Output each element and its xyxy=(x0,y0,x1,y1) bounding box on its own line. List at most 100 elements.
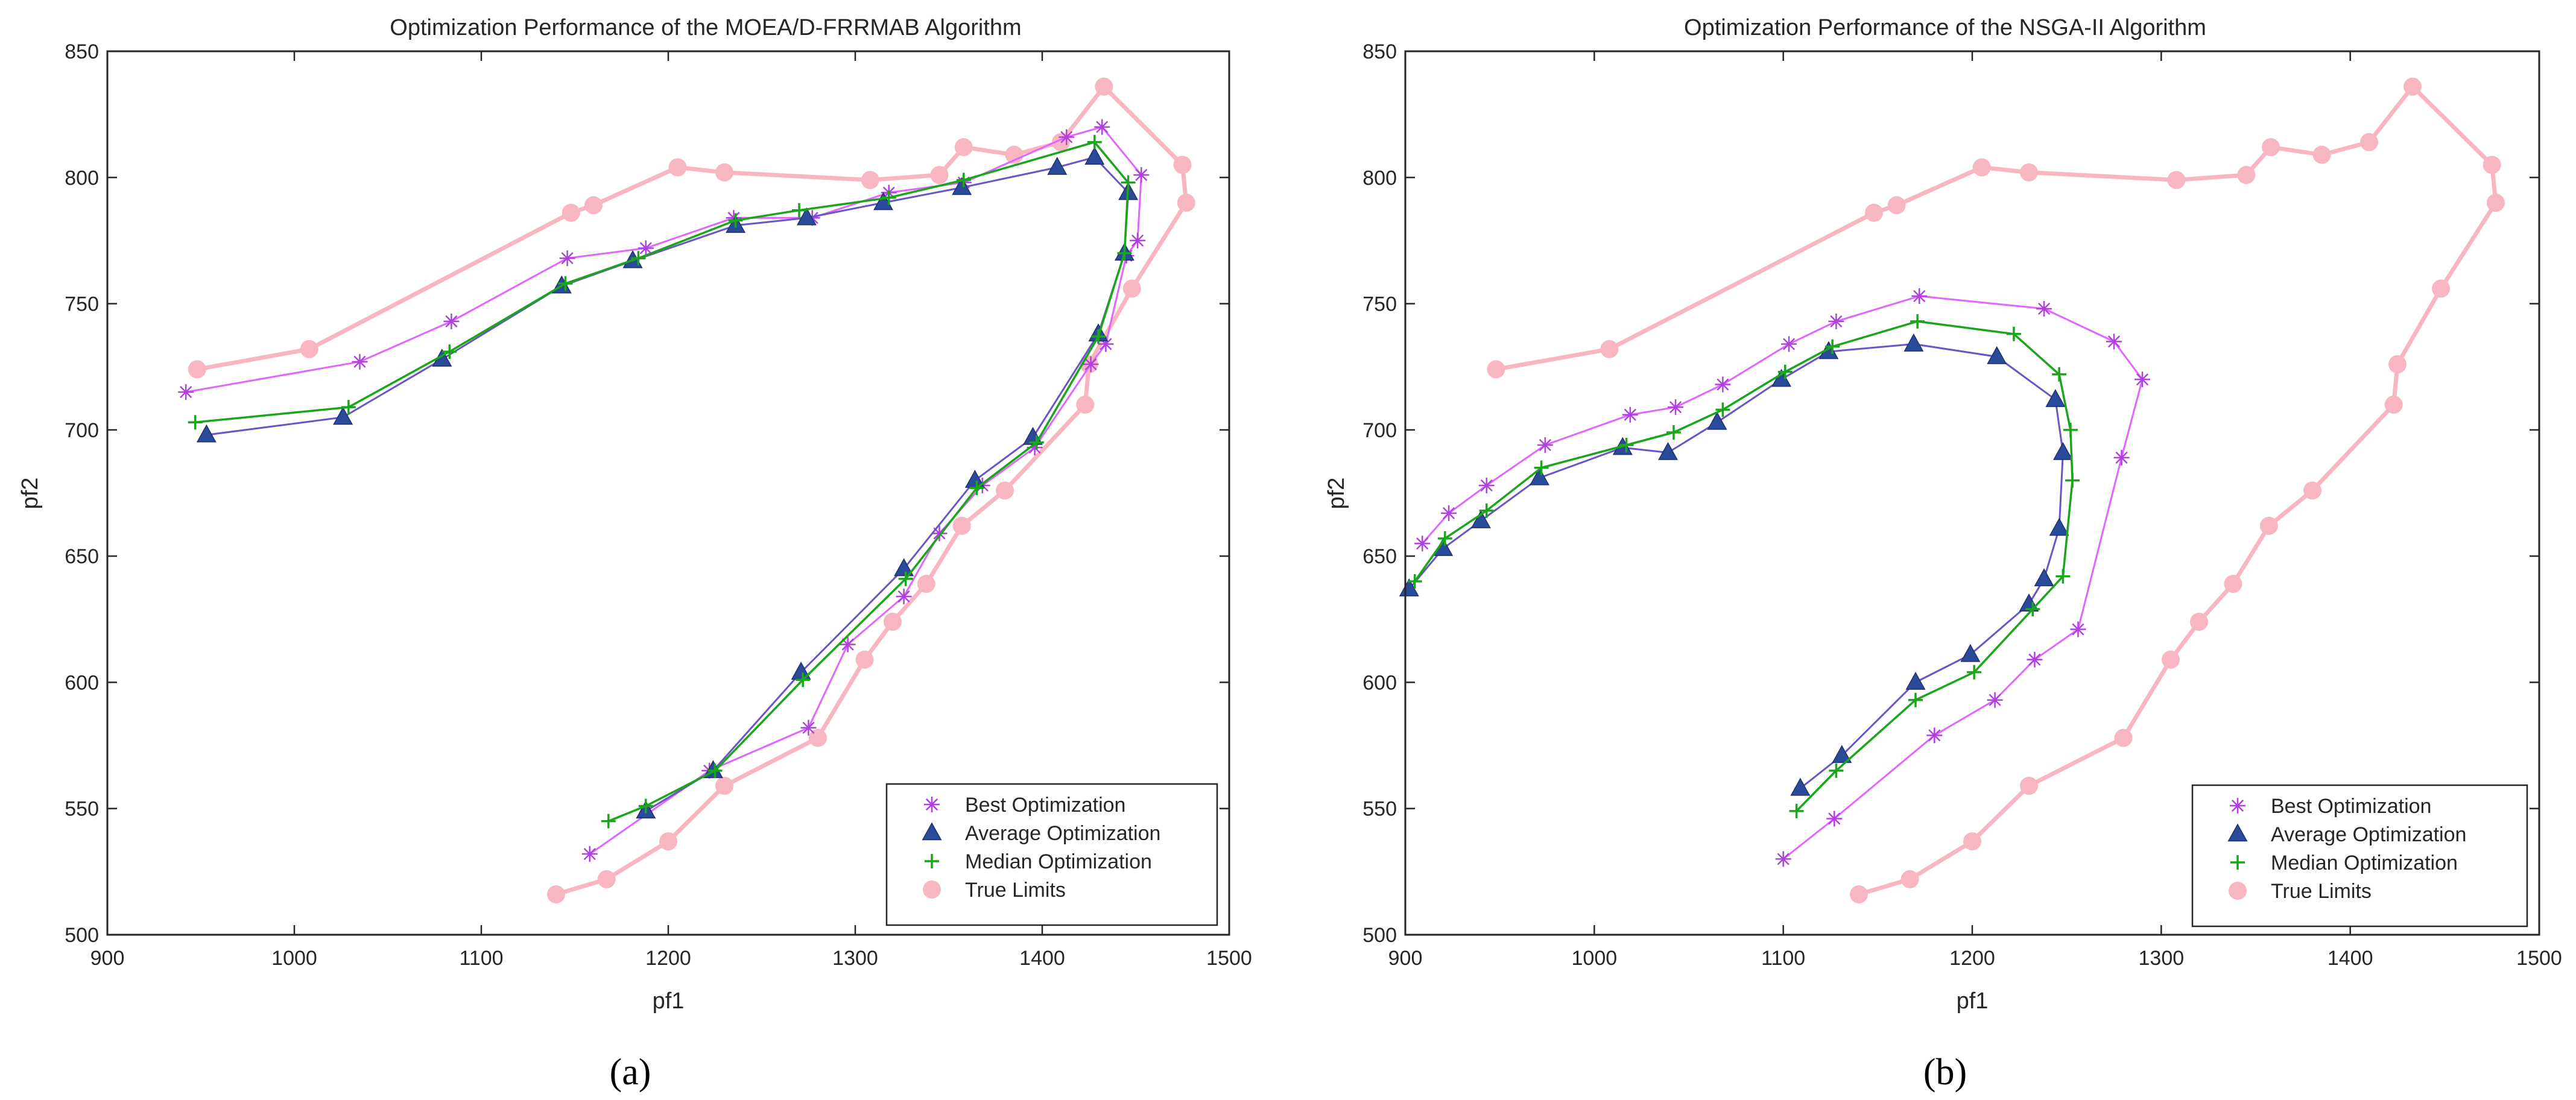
data-point-best xyxy=(1098,336,1114,352)
data-point-average xyxy=(1790,777,1811,796)
y-tick-label: 500 xyxy=(1362,924,1397,947)
data-point-best xyxy=(178,384,194,400)
data-point-median xyxy=(2052,367,2067,382)
data-point-median xyxy=(1967,665,1982,680)
data-point-best xyxy=(726,210,742,226)
data-point-best xyxy=(1441,505,1457,521)
legend-marker-average xyxy=(922,822,942,841)
x-axis-label: pf1 xyxy=(653,988,685,1014)
x-tick-label: 1400 xyxy=(2328,947,2373,970)
chart-panel-b: Optimization Performance of the NSGA-II … xyxy=(1324,15,2562,1093)
y-tick-label: 800 xyxy=(1362,166,1397,189)
data-point-best xyxy=(1622,406,1638,423)
legend-label-average: Average Optimization xyxy=(965,822,1160,845)
data-point-median xyxy=(2055,569,2071,584)
y-axis-label: pf2 xyxy=(1324,478,1349,510)
data-point-best xyxy=(1775,851,1791,867)
legend-symbol-average xyxy=(2227,823,2248,842)
data-point-average xyxy=(2045,389,2066,407)
data-point-average xyxy=(1707,411,1727,430)
data-point-true xyxy=(952,516,971,535)
data-point-true xyxy=(668,158,687,177)
data-point-median xyxy=(1117,245,1132,261)
data-point-true xyxy=(1600,340,1619,358)
x-tick-label: 1300 xyxy=(832,947,878,970)
legend-marker-median xyxy=(2230,855,2245,870)
data-point-median xyxy=(792,203,806,218)
chart-panel-a: Optimization Performance of the MOEA/D-F… xyxy=(17,15,1252,1093)
data-point-average xyxy=(1529,467,1549,485)
data-point-true xyxy=(1005,145,1024,164)
data-point-true xyxy=(930,166,949,185)
data-point-median xyxy=(442,344,457,359)
x-tick-label: 1200 xyxy=(645,947,691,970)
data-point-best xyxy=(2135,371,2150,388)
data-point-true xyxy=(2224,575,2242,593)
legend-box xyxy=(2191,784,2528,928)
series-line-average xyxy=(1408,343,2064,789)
legend-marker-median xyxy=(925,854,939,868)
data-point-best xyxy=(1781,336,1797,352)
legend-marker-true xyxy=(2229,882,2247,900)
data-point-median xyxy=(631,251,646,266)
y-tick-label: 500 xyxy=(65,924,99,947)
y-tick-label: 650 xyxy=(1362,545,1397,568)
data-point-median xyxy=(728,213,743,228)
data-point-best xyxy=(1478,477,1495,493)
legend-label-average: Average Optimization xyxy=(2271,823,2466,846)
legend-marker-best xyxy=(924,797,940,812)
data-point-true xyxy=(996,481,1014,500)
data-point-best xyxy=(1027,440,1043,456)
data-point-best xyxy=(1668,399,1684,416)
data-point-true xyxy=(2483,156,2501,174)
legend-marker-best xyxy=(2230,798,2245,814)
data-point-median xyxy=(1534,460,1549,475)
y-tick-label: 850 xyxy=(65,40,99,63)
data-point-average xyxy=(1658,441,1679,460)
data-point-average xyxy=(1047,156,1068,175)
data-point-true xyxy=(2167,171,2186,189)
legend-symbol-average xyxy=(922,822,942,841)
data-point-median xyxy=(188,415,203,430)
legend-label-best: Best Optimization xyxy=(965,794,1125,817)
data-point-median xyxy=(1029,435,1044,450)
x-tick-label: 1400 xyxy=(1019,947,1065,970)
data-point-median xyxy=(341,400,356,415)
y-tick-label: 650 xyxy=(65,545,99,568)
data-point-true xyxy=(300,340,318,358)
data-point-median xyxy=(881,190,896,205)
data-point-best xyxy=(1130,232,1146,248)
x-tick-label: 1000 xyxy=(271,947,317,970)
data-point-median xyxy=(2025,602,2040,617)
data-point-best xyxy=(1094,119,1110,135)
data-point-median xyxy=(956,172,971,188)
data-point-average xyxy=(196,424,217,443)
legend-label-true: True Limits xyxy=(2271,880,2372,903)
legend-symbol-median xyxy=(2230,855,2245,870)
data-point-best xyxy=(559,250,575,267)
data-point-median xyxy=(1619,437,1634,452)
data-point-best xyxy=(581,846,598,862)
series-line-best xyxy=(1422,295,2144,860)
data-point-median xyxy=(898,571,913,586)
y-tick-label: 750 xyxy=(1362,293,1397,316)
data-point-true xyxy=(1487,360,1505,379)
data-point-median xyxy=(601,814,616,829)
data-point-best xyxy=(1911,288,1928,305)
data-point-best xyxy=(638,240,654,256)
data-point-best xyxy=(2027,651,2043,668)
data-point-median xyxy=(1087,134,1102,150)
data-point-true xyxy=(659,832,677,851)
y-tick-label: 550 xyxy=(65,798,99,821)
x-tick-label: 1200 xyxy=(1949,947,1995,970)
legend-label-median: Median Optimization xyxy=(2271,852,2458,874)
data-point-true xyxy=(1076,396,1095,414)
chart-title: Optimization Performance of the NSGA-II … xyxy=(1684,15,2206,40)
x-tick-label: 1000 xyxy=(1572,947,1618,970)
data-point-median xyxy=(1777,364,1793,379)
x-tick-label: 900 xyxy=(1388,947,1423,970)
data-point-average xyxy=(2034,568,2054,587)
y-tick-label: 700 xyxy=(1362,419,1397,442)
data-point-true xyxy=(715,777,733,795)
data-point-best xyxy=(2036,300,2052,317)
